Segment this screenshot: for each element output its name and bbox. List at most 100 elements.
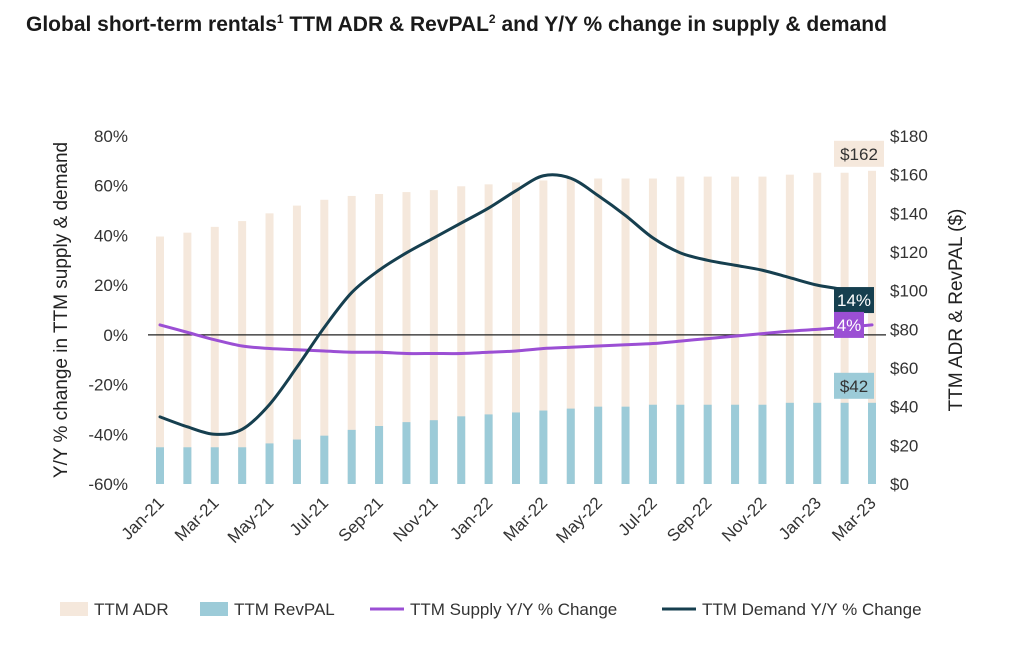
callout-label-ttm-supply-y-y-change: 4% — [837, 316, 862, 335]
x-tick-label: May-21 — [224, 493, 278, 547]
left-tick-label: 0% — [103, 326, 128, 345]
bar-ttm-adr-19 — [676, 176, 685, 484]
x-tick-label: Nov-21 — [389, 493, 441, 545]
bar-ttm-adr-26 — [868, 170, 876, 485]
legend-label-ttm-demand-y-y-change: TTM Demand Y/Y % Change — [702, 600, 922, 619]
left-axis-title: Y/Y % change in TTM supply & demand — [51, 142, 72, 478]
bar-ttm-adr-15 — [566, 178, 575, 485]
right-tick-label: $100 — [890, 282, 928, 301]
bar-ttm-adr-2 — [210, 226, 219, 484]
bar-ttm-revpal-10 — [429, 420, 438, 484]
bar-ttm-adr-0 — [156, 236, 164, 484]
right-tick-label: $180 — [890, 127, 928, 146]
chart-title: Global short-term rentals1 TTM ADR & Rev… — [26, 12, 887, 36]
bar-ttm-revpal-6 — [320, 435, 329, 484]
bar-ttm-revpal-1 — [183, 447, 192, 484]
bar-ttm-revpal-17 — [621, 406, 630, 484]
right-tick-label: $20 — [890, 436, 918, 455]
bar-ttm-revpal-14 — [539, 410, 548, 484]
bar-ttm-adr-20 — [703, 176, 712, 484]
bar-ttm-adr-21 — [731, 176, 740, 484]
legend-label-ttm-adr: TTM ADR — [94, 600, 169, 619]
value-callouts: $162 14% 4% $42 — [834, 140, 884, 399]
callout-box-ttm-adr — [834, 140, 884, 167]
callout-label-ttm-adr: $162 — [840, 145, 878, 164]
x-tick-label: Jul-21 — [286, 493, 332, 539]
bar-ttm-revpal-25 — [840, 402, 849, 484]
bar-ttm-adr-12 — [484, 184, 493, 485]
bar-ttm-revpal-4 — [265, 443, 274, 484]
bar-ttm-revpal-23 — [785, 402, 794, 484]
right-axis-ticks: $0 $20 $40 $60 $80 $100 $120 $140 $160 $180 — [890, 127, 928, 494]
callout-label-ttm-revpal: $42 — [840, 377, 868, 396]
x-axis-ticks: Jan-21 Mar-21 May-21 Jul-21 Sep-21 Nov-21 Jan-… — [118, 493, 880, 547]
lines-layer — [158, 173, 874, 436]
x-tick-label: Jan-22 — [446, 493, 496, 543]
x-tick-label: May-22 — [552, 493, 606, 547]
bar-ttm-adr-13 — [512, 182, 520, 484]
legend-label-ttm-revpal: TTM RevPAL — [234, 600, 335, 619]
legend-swatch-ttm-adr — [60, 602, 88, 616]
bar-ttm-revpal-18 — [648, 404, 657, 484]
callout-box-ttm-supply-y-y-change — [834, 311, 864, 338]
bar-ttm-revpal-2 — [210, 447, 219, 484]
x-tick-label: Jan-21 — [118, 493, 168, 543]
bar-ttm-adr-6 — [320, 199, 329, 485]
bar-ttm-adr-17 — [621, 178, 630, 485]
bar-ttm-adr-16 — [594, 178, 603, 485]
right-tick-label: $40 — [890, 398, 918, 417]
right-tick-label: $60 — [890, 359, 918, 378]
bar-ttm-revpal-20 — [703, 404, 712, 484]
x-tick-label: Jan-23 — [775, 493, 825, 543]
bar-ttm-revpal-16 — [594, 406, 603, 484]
x-tick-label: Mar-21 — [171, 493, 223, 545]
bar-ttm-revpal-7 — [347, 429, 356, 484]
left-tick-label: 80% — [94, 127, 128, 146]
left-tick-label: -20% — [88, 376, 128, 395]
bar-ttm-adr-23 — [785, 174, 794, 484]
bar-ttm-adr-3 — [238, 221, 247, 485]
bar-ttm-adr-8 — [375, 194, 384, 484]
bar-ttm-revpal-24 — [813, 402, 822, 484]
x-tick-label: Sep-22 — [663, 493, 715, 545]
bar-ttm-adr-18 — [648, 178, 657, 485]
right-tick-label: $0 — [890, 475, 909, 494]
bar-ttm-revpal-13 — [512, 412, 520, 484]
bar-ttm-revpal-26 — [868, 402, 876, 484]
legend-swatch-ttm-revpal — [200, 602, 228, 616]
legend-label-ttm-supply-y-y-change: TTM Supply Y/Y % Change — [410, 600, 617, 619]
x-tick-label: Mar-22 — [500, 493, 552, 545]
bar-ttm-adr-9 — [402, 192, 411, 485]
x-tick-label: Nov-22 — [718, 493, 770, 545]
callout-box-ttm-revpal — [834, 372, 874, 399]
bars-layer — [156, 170, 876, 485]
x-tick-label: Sep-21 — [335, 493, 387, 545]
bar-ttm-adr-5 — [292, 205, 301, 484]
bar-ttm-revpal-0 — [156, 447, 164, 484]
bar-ttm-revpal-21 — [731, 404, 740, 484]
bar-ttm-revpal-22 — [758, 404, 767, 484]
bar-ttm-adr-14 — [539, 180, 548, 484]
bar-ttm-revpal-19 — [676, 404, 685, 484]
x-tick-label: Mar-23 — [828, 493, 880, 545]
right-tick-label: $120 — [890, 243, 928, 262]
bar-ttm-revpal-9 — [402, 422, 411, 484]
bar-ttm-revpal-12 — [484, 414, 493, 484]
left-tick-label: -40% — [88, 425, 128, 444]
x-tick-label: Jul-22 — [615, 493, 661, 539]
left-tick-label: 60% — [94, 177, 128, 196]
left-tick-label: 40% — [94, 226, 128, 245]
right-tick-label: $140 — [890, 204, 928, 223]
bar-ttm-revpal-3 — [238, 447, 247, 484]
line-ttm-supply-y-y-change — [158, 323, 874, 356]
bar-ttm-adr-10 — [429, 190, 438, 484]
right-tick-label: $80 — [890, 320, 918, 339]
left-axis-ticks: -60% -40% -20% 0% 20% 40% 60% 80% — [88, 127, 128, 494]
bar-ttm-revpal-8 — [375, 426, 384, 484]
bar-ttm-revpal-11 — [457, 416, 466, 484]
legend: TTM ADR TTM RevPAL TTM Supply Y/Y % Change… — [60, 600, 922, 619]
right-axis-title: TTM ADR & RevPAL ($) — [946, 209, 967, 412]
bar-ttm-adr-7 — [347, 195, 356, 484]
callout-label-ttm-demand-y-y-change: 14% — [837, 291, 871, 310]
